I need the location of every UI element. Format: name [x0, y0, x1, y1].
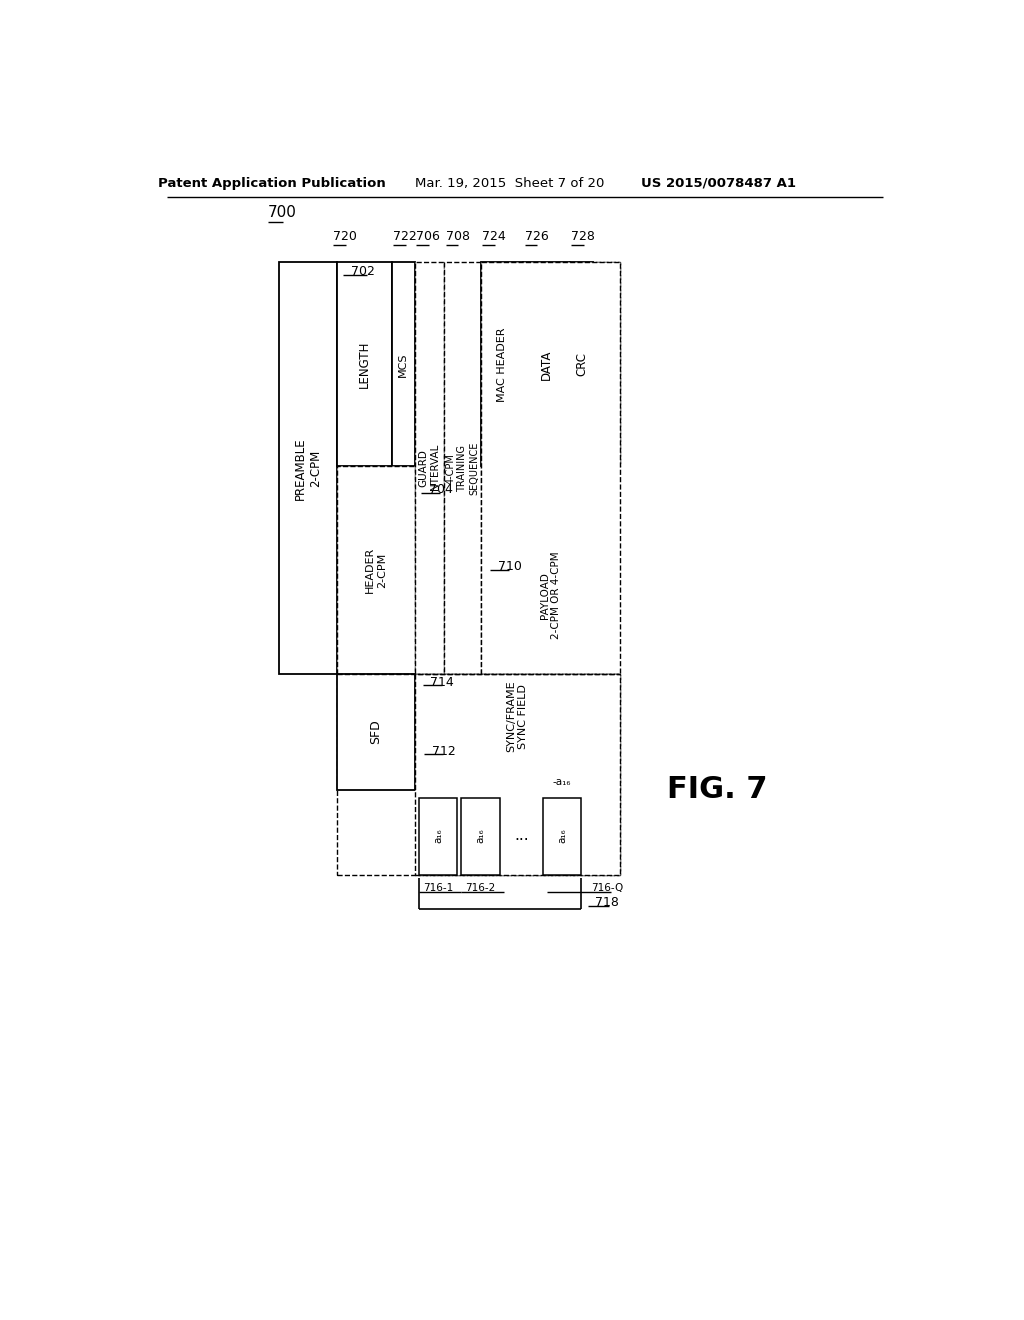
Text: 716-Q: 716-Q [591, 883, 623, 894]
Text: 708: 708 [445, 230, 470, 243]
Bar [444, 263, 480, 675]
Text: a₁₆: a₁₆ [433, 829, 443, 843]
Text: 726: 726 [524, 230, 549, 243]
Text: Mar. 19, 2015  Sheet 7 of 20: Mar. 19, 2015 Sheet 7 of 20 [415, 177, 604, 190]
Text: a₁₆: a₁₆ [557, 829, 567, 843]
Text: 718: 718 [595, 896, 620, 909]
Bar [461, 797, 500, 875]
Text: 716-1: 716-1 [423, 883, 454, 894]
Bar [419, 797, 458, 875]
Bar [593, 263, 621, 466]
Bar [543, 797, 582, 875]
Text: SFD: SFD [370, 719, 383, 744]
Bar [337, 675, 621, 875]
Text: LENGTH: LENGTH [357, 341, 371, 388]
Text: CRC: CRC [574, 352, 588, 376]
Text: 720: 720 [334, 230, 357, 243]
Text: 728: 728 [571, 230, 595, 243]
Text: 704: 704 [429, 483, 453, 496]
Text: MCS: MCS [398, 352, 409, 376]
Text: FIG. 7: FIG. 7 [667, 775, 767, 804]
Text: 716-2: 716-2 [466, 883, 496, 894]
Text: PREAMBLE
2-CPM: PREAMBLE 2-CPM [294, 437, 323, 500]
Bar [569, 263, 593, 466]
Text: DATA: DATA [540, 350, 553, 380]
Text: Patent Application Publication: Patent Application Publication [158, 177, 385, 190]
Bar [391, 263, 415, 466]
Text: US 2015/0078487 A1: US 2015/0078487 A1 [641, 177, 796, 190]
Bar [337, 675, 415, 789]
Bar [480, 263, 621, 675]
Text: 4-CPM
TRAINING
SEQUENCE: 4-CPM TRAINING SEQUENCE [445, 442, 479, 495]
Text: 712: 712 [432, 744, 456, 758]
Text: a₁₆: a₁₆ [475, 829, 485, 843]
Bar [337, 466, 415, 675]
Bar [523, 263, 569, 466]
Bar [480, 263, 523, 466]
Text: -a₁₆: -a₁₆ [553, 777, 571, 787]
Bar [415, 263, 444, 675]
Text: PAYLOAD
2-CPM OR 4-CPM: PAYLOAD 2-CPM OR 4-CPM [540, 552, 561, 639]
Text: 714: 714 [430, 676, 454, 689]
Bar [280, 263, 337, 675]
Text: 710: 710 [498, 560, 521, 573]
Text: 724: 724 [482, 230, 506, 243]
Bar [415, 675, 621, 875]
Text: HEADER
2-CPM: HEADER 2-CPM [366, 548, 387, 594]
Text: GUARD
INTERVAL: GUARD INTERVAL [419, 444, 440, 492]
Text: 722: 722 [393, 230, 417, 243]
Text: MAC HEADER: MAC HEADER [497, 327, 507, 401]
Text: SYNC/FRAME
SYNC FIELD: SYNC/FRAME SYNC FIELD [507, 681, 528, 752]
Text: 702: 702 [351, 265, 375, 279]
Text: ...: ... [514, 829, 528, 843]
Text: 706: 706 [417, 230, 440, 243]
Text: 700: 700 [267, 205, 296, 220]
Bar [337, 263, 391, 466]
